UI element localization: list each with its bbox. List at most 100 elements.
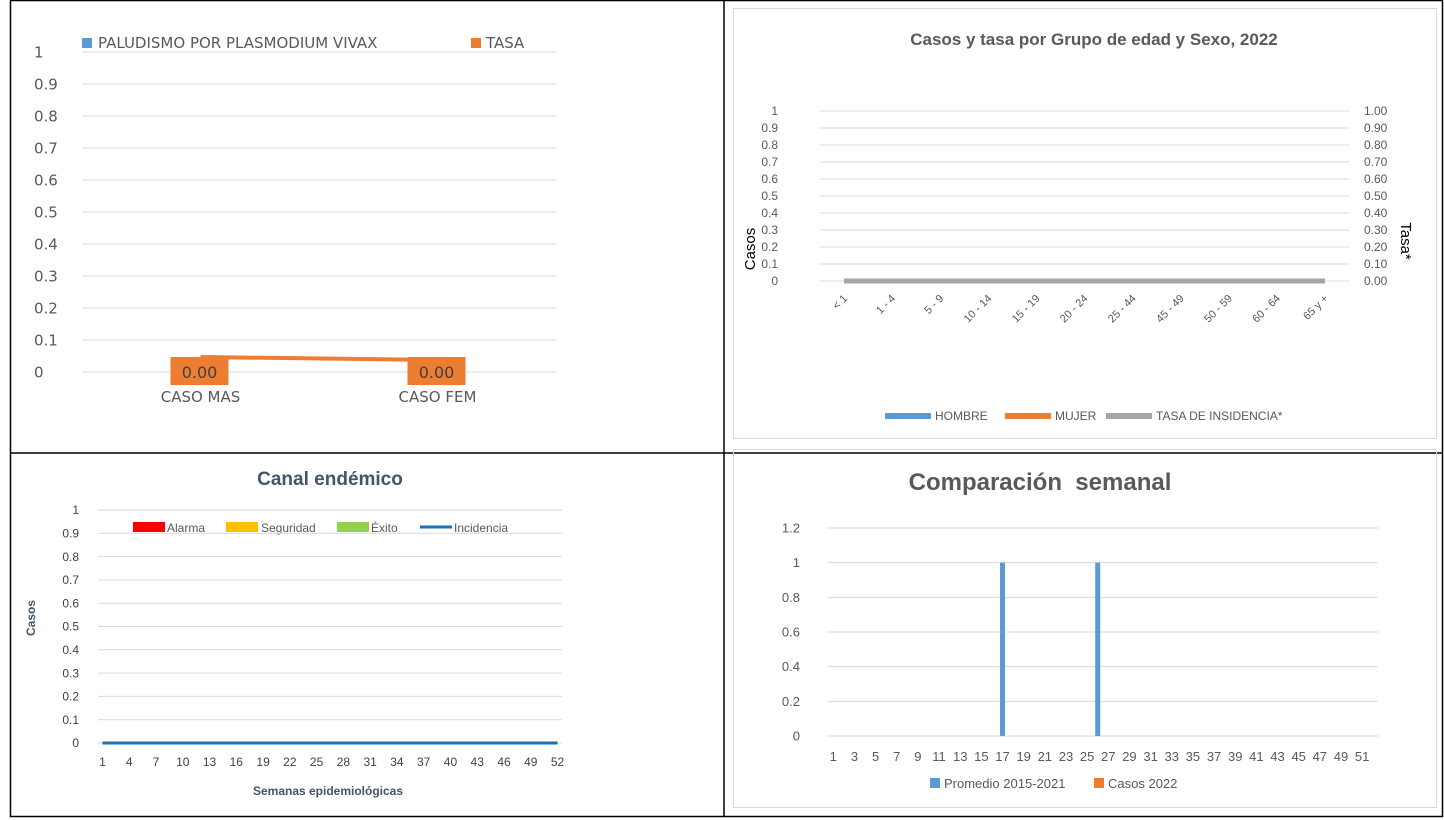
x-tick-label: 45 [1291, 749, 1305, 764]
legend-label-bar: PALUDISMO POR PLASMODIUM VIVAX [98, 34, 377, 52]
y-tick-label: 0.3 [62, 666, 79, 680]
y-tick-label: 0.9 [34, 75, 58, 93]
y-tick-label: 0.3 [34, 267, 58, 285]
legend: Alarma Seguridad Éxito Incidencia [133, 520, 508, 535]
legend-swatch-line [471, 38, 481, 48]
y-tick-label: 1 [72, 503, 79, 517]
legend-label-casos-2022: Casos 2022 [1108, 776, 1177, 791]
y-tick-label: 0.5 [761, 189, 778, 203]
y2-axis-label: Tasa* [1397, 222, 1414, 260]
x-tick-label: 22 [283, 755, 297, 769]
legend-label-promedio: Promedio 2015-2021 [944, 776, 1065, 791]
legend-label-hombre: HOMBRE [935, 409, 988, 423]
x-tick-label: 16 [230, 755, 244, 769]
x-tick-label: 4 [126, 755, 133, 769]
x-tick-label: 7 [153, 755, 160, 769]
legend-swatch-seguridad [226, 522, 258, 532]
x-tick-label: 43 [1270, 749, 1284, 764]
y-tick-label: 0.4 [62, 643, 79, 657]
x-tick-label: 13 [203, 755, 217, 769]
x-tick-label: 23 [1059, 749, 1073, 764]
legend-label-mujer: MUJER [1055, 409, 1097, 423]
legend-label-exito: Éxito [371, 520, 398, 535]
y-tick-label: 0.5 [62, 620, 79, 634]
y-tick-label: 0.4 [782, 659, 800, 674]
y-tick-label: 0.3 [761, 223, 778, 237]
y-tick-label: 0.8 [761, 138, 778, 152]
legend-swatch-hombre [885, 413, 931, 419]
x-tick-label: 10 [176, 755, 190, 769]
y2-tick-label: 0.70 [1364, 155, 1388, 169]
x-tick-label: 19 [256, 755, 270, 769]
y-tick-label: 0.9 [761, 121, 778, 135]
x-tick-label: 25 - 44 [1106, 293, 1139, 326]
x-tick-label: 46 [497, 755, 511, 769]
legend-swatch-alarma [133, 522, 165, 532]
legend-swatch-casos-2022 [1094, 778, 1104, 788]
legend-label-tasa: TASA DE INSIDENCIA* [1156, 409, 1283, 423]
x-tick-label: 33 [1165, 749, 1179, 764]
x-tick-label: 39 [1228, 749, 1242, 764]
data-label: 0.00 [419, 363, 455, 382]
chart-3: Canal endémico Alarma Seguridad Éxito In… [24, 469, 565, 798]
y-tick-label: 0.6 [62, 596, 79, 610]
y2-tick-label: 0.30 [1364, 223, 1388, 237]
x-tick-label: 10 - 14 [962, 293, 995, 326]
chart-title: Comparación semanal [909, 469, 1172, 496]
x-tick-label: 31 [363, 755, 377, 769]
x-tick-label: 27 [1101, 749, 1115, 764]
y-tick-label: 0.2 [782, 694, 800, 709]
y2-tick-label: 0.60 [1364, 172, 1388, 186]
x-tick-label: 47 [1313, 749, 1327, 764]
x-tick-label: 25 [1080, 749, 1094, 764]
series-tasa-line [200, 355, 438, 362]
legend-label-seguridad: Seguridad [261, 521, 316, 535]
y-tick-label: 0 [72, 736, 79, 750]
x-tick-label: 28 [337, 755, 351, 769]
y2-tick-label: 0.20 [1364, 240, 1388, 254]
y-tick-label: 0.5 [34, 203, 58, 221]
chart-1: PALUDISMO POR PLASMODIUM VIVAX TASA 0 0.1… [34, 34, 556, 406]
legend-label-line: TASA [485, 34, 525, 52]
y-tick-label: 1 [34, 43, 44, 61]
legend-swatch-bar [82, 38, 92, 48]
x-tick-label: 11 [932, 749, 946, 764]
x-tick-label: 34 [390, 755, 404, 769]
y-tick-label: 0.4 [34, 235, 58, 253]
y-tick-label: 0.1 [761, 257, 778, 271]
x-tick-label: 13 [953, 749, 967, 764]
data-label: 0.00 [182, 363, 218, 382]
x-tick-label: 25 [310, 755, 324, 769]
x-tick-label: 45 - 49 [1154, 293, 1187, 326]
y-tick-label: 1 [771, 104, 778, 118]
chart-title: Casos y tasa por Grupo de edad y Sexo, 2… [910, 30, 1278, 49]
legend: HOMBRE MUJER TASA DE INSIDENCIA* [885, 409, 1283, 423]
y-tick-label: 0.7 [62, 573, 79, 587]
y-tick-label: 0.2 [62, 690, 79, 704]
chart-title: Canal endémico [257, 469, 403, 490]
x-tick-label: 41 [1249, 749, 1263, 764]
x-axis-label: Semanas epidemiológicas [253, 784, 403, 798]
x-tick-label: 60 - 64 [1250, 293, 1283, 326]
x-tick-label: 17 [995, 749, 1009, 764]
data-label-box [407, 357, 466, 385]
x-tick-label: 29 [1122, 749, 1136, 764]
x-tick-label: 1 - 4 [874, 293, 898, 317]
y-tick-label: 1 [793, 555, 800, 570]
legend-label-incidencia: Incidencia [454, 521, 508, 535]
bar-promedio [1000, 562, 1006, 736]
data-label-box [170, 357, 229, 385]
y-tick-label: 0.1 [34, 331, 58, 349]
x-tick-label: 43 [471, 755, 485, 769]
y-tick-label: 0.1 [62, 713, 79, 727]
y-tick-label: 0.6 [761, 172, 778, 186]
x-tick-label: 37 [1207, 749, 1221, 764]
y-tick-label: 0.6 [782, 625, 800, 640]
y-axis-label: Casos [742, 228, 759, 271]
y-tick-label: 0.4 [761, 206, 778, 220]
x-tick-label: 19 [1016, 749, 1030, 764]
y-tick-label: 0.2 [761, 240, 778, 254]
y-tick-label: 0.9 [62, 527, 79, 541]
